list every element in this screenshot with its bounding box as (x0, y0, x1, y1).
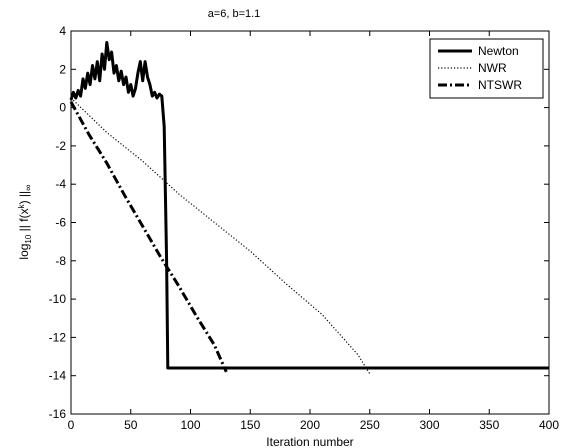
series-line-nwr (70, 97, 371, 375)
x-tick-label: 150 (240, 418, 260, 432)
legend-label-ntswr: NTSWR (478, 78, 522, 92)
y-tick-label: 2 (59, 62, 66, 76)
y-tick-label: -12 (49, 330, 67, 344)
x-tick-label: 0 (68, 418, 75, 432)
x-axis: 0 50 100 150 200 250 300 350 400 (68, 31, 559, 432)
series-line-ntswr (69, 101, 228, 373)
y-tick-label: -8 (55, 254, 66, 268)
y-tick-label: 4 (59, 24, 66, 38)
y-axis: 4 2 0 -2 -4 -6 -8 -10 -12 -14 -16 (49, 24, 549, 421)
y-tick-label: -10 (49, 292, 67, 306)
y-axis-label: log10 || f(xk) ||∞ (17, 184, 33, 259)
chart-title: a=6, b=1.1 (208, 8, 261, 20)
legend-label-nwr: NWR (478, 61, 507, 75)
x-tick-label: 300 (419, 418, 439, 432)
y-tick-label: 0 (59, 101, 66, 115)
x-tick-label: 100 (180, 418, 200, 432)
x-tick-label: 400 (539, 418, 559, 432)
x-tick-label: 350 (479, 418, 499, 432)
x-tick-label: 200 (300, 418, 320, 432)
legend-label-newton: Newton (478, 44, 519, 58)
series-layer (69, 41, 549, 375)
y-tick-label: -14 (49, 369, 67, 383)
legend: Newton NWR NTSWR (429, 38, 544, 99)
y-tick-label: -6 (55, 216, 66, 230)
y-tick-label: -4 (55, 177, 66, 191)
series-line-newton (69, 41, 549, 370)
x-tick-label: 50 (124, 418, 138, 432)
x-axis-label: Iteration number (266, 435, 353, 448)
legend-box (429, 38, 544, 99)
x-tick-label: 250 (360, 418, 380, 432)
y-tick-label: -2 (55, 139, 66, 153)
y-tick-label: -16 (49, 407, 67, 421)
